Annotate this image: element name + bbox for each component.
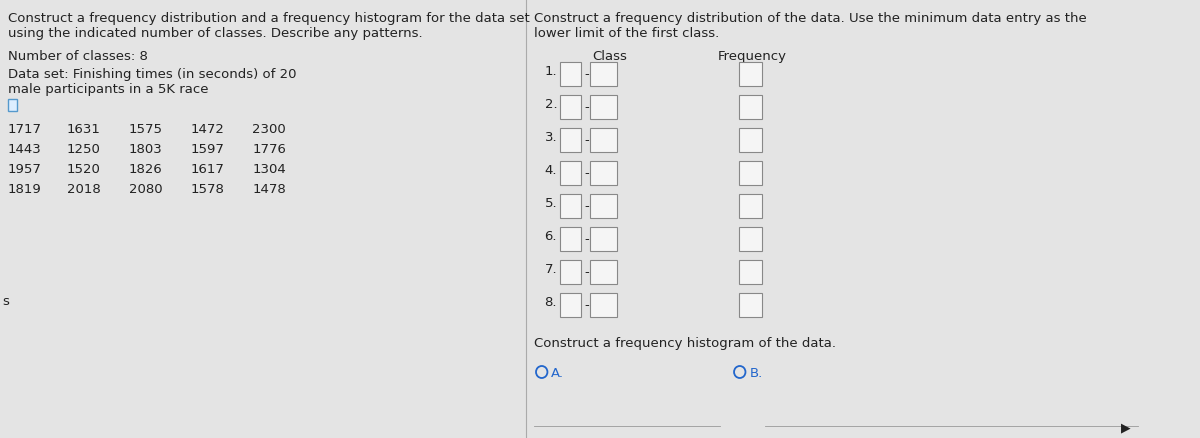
- FancyBboxPatch shape: [590, 63, 617, 87]
- FancyBboxPatch shape: [590, 293, 617, 317]
- FancyBboxPatch shape: [560, 162, 581, 186]
- FancyBboxPatch shape: [590, 96, 617, 120]
- FancyBboxPatch shape: [560, 261, 581, 284]
- FancyBboxPatch shape: [739, 227, 762, 251]
- Text: Class: Class: [592, 50, 626, 63]
- FancyBboxPatch shape: [590, 227, 617, 251]
- Text: male participants in a 5K race: male participants in a 5K race: [7, 83, 208, 96]
- Text: 1803: 1803: [128, 143, 162, 155]
- Text: 1776: 1776: [252, 143, 286, 155]
- Text: 1478: 1478: [252, 183, 286, 195]
- Text: -: -: [584, 68, 589, 81]
- FancyBboxPatch shape: [560, 293, 581, 317]
- FancyBboxPatch shape: [590, 194, 617, 219]
- Text: lower limit of the first class.: lower limit of the first class.: [534, 27, 719, 40]
- FancyBboxPatch shape: [560, 194, 581, 219]
- FancyBboxPatch shape: [560, 129, 581, 153]
- Text: 1520: 1520: [67, 162, 101, 176]
- Text: 1957: 1957: [7, 162, 42, 176]
- FancyBboxPatch shape: [739, 162, 762, 186]
- Text: 6.: 6.: [545, 230, 557, 243]
- Text: 2300: 2300: [252, 123, 286, 136]
- Text: 1443: 1443: [7, 143, 41, 155]
- Text: Frequency: Frequency: [718, 50, 787, 63]
- Text: 5.: 5.: [545, 197, 557, 209]
- Text: 1717: 1717: [7, 123, 42, 136]
- FancyBboxPatch shape: [739, 129, 762, 153]
- Text: ▶: ▶: [1122, 420, 1132, 433]
- Text: Construct a frequency distribution of the data. Use the minimum data entry as th: Construct a frequency distribution of th…: [534, 12, 1087, 25]
- Text: 3.: 3.: [545, 131, 557, 144]
- FancyBboxPatch shape: [739, 96, 762, 120]
- Text: 1819: 1819: [7, 183, 41, 195]
- Text: s: s: [2, 294, 8, 307]
- Text: -: -: [584, 200, 589, 213]
- Text: -: -: [584, 299, 589, 312]
- FancyBboxPatch shape: [739, 293, 762, 317]
- Text: -: -: [584, 167, 589, 180]
- FancyBboxPatch shape: [739, 261, 762, 284]
- Text: 1304: 1304: [252, 162, 286, 176]
- Text: Number of classes: 8: Number of classes: 8: [7, 50, 148, 63]
- Text: Data set: Finishing times (in seconds) of 20: Data set: Finishing times (in seconds) o…: [7, 68, 296, 81]
- Text: -: -: [584, 101, 589, 114]
- Text: B.: B.: [749, 366, 762, 379]
- Text: Construct a frequency distribution and a frequency histogram for the data set: Construct a frequency distribution and a…: [7, 12, 529, 25]
- FancyBboxPatch shape: [560, 96, 581, 120]
- Text: 1617: 1617: [191, 162, 224, 176]
- Text: 7.: 7.: [545, 262, 557, 276]
- Text: 1472: 1472: [191, 123, 224, 136]
- Text: 1597: 1597: [191, 143, 224, 155]
- Text: Construct a frequency histogram of the data.: Construct a frequency histogram of the d…: [534, 336, 836, 349]
- Text: 4.: 4.: [545, 164, 557, 177]
- Text: 1575: 1575: [128, 123, 162, 136]
- Text: -: -: [584, 233, 589, 246]
- FancyBboxPatch shape: [590, 261, 617, 284]
- Text: 1.: 1.: [545, 65, 557, 78]
- FancyBboxPatch shape: [7, 100, 17, 112]
- FancyBboxPatch shape: [739, 63, 762, 87]
- Text: 2080: 2080: [128, 183, 162, 195]
- Text: 1826: 1826: [128, 162, 162, 176]
- FancyBboxPatch shape: [590, 129, 617, 153]
- Text: -: -: [584, 134, 589, 147]
- Text: 8.: 8.: [545, 295, 557, 308]
- FancyBboxPatch shape: [590, 162, 617, 186]
- FancyBboxPatch shape: [560, 63, 581, 87]
- Text: 2018: 2018: [67, 183, 101, 195]
- FancyBboxPatch shape: [739, 194, 762, 219]
- Text: 2.: 2.: [545, 98, 557, 111]
- Text: 1250: 1250: [67, 143, 101, 155]
- Text: using the indicated number of classes. Describe any patterns.: using the indicated number of classes. D…: [7, 27, 422, 40]
- Text: A.: A.: [551, 366, 564, 379]
- Text: 1578: 1578: [191, 183, 224, 195]
- Text: -: -: [584, 266, 589, 279]
- FancyBboxPatch shape: [560, 227, 581, 251]
- Text: 1631: 1631: [67, 123, 101, 136]
